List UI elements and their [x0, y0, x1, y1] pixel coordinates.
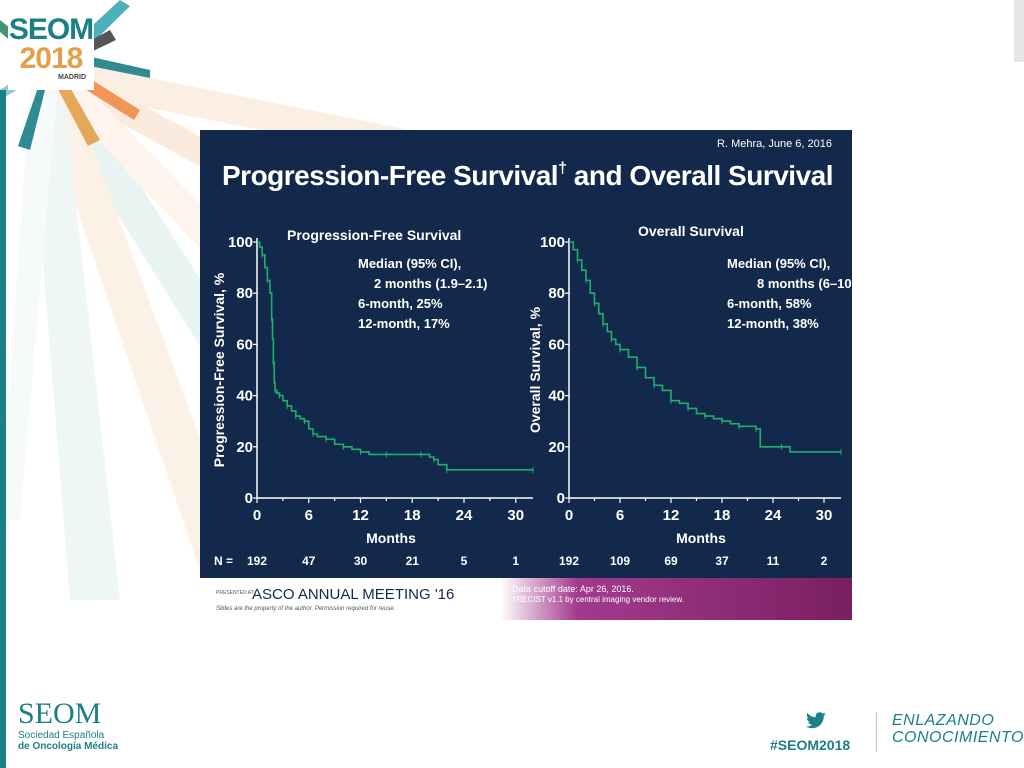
pfs-x-axis-label: Months: [366, 530, 416, 546]
pfs-x-tick-label: 18: [404, 507, 421, 524]
slogan: ENLAZANDO CONOCIMIENTO: [892, 712, 1024, 746]
pfs-annotation-line: 2 months (1.9–2.1): [374, 276, 487, 291]
right-corner-bar: [1014, 0, 1024, 62]
os-y-tick-label: 60: [548, 336, 565, 353]
os-x-tick-label: 30: [816, 507, 833, 524]
os-x-tick-label: 6: [616, 507, 624, 524]
pfs-y-tick-label: 0: [245, 490, 253, 507]
os-y-tick-label: 80: [548, 285, 565, 302]
os-n-at-risk-value: 192: [559, 554, 579, 568]
slide-author: R. Mehra, June 6, 2016: [717, 138, 832, 150]
pfs-n-at-risk-value: 1: [512, 554, 519, 568]
os-n-at-risk-value: 2: [821, 554, 828, 568]
slide-footer: PRESENTED AT: ASCO ANNUAL MEETING '16 Sl…: [200, 578, 852, 620]
slide-title-dagger: †: [558, 160, 567, 177]
os-annotation-line: 6-month, 58%: [727, 296, 812, 311]
logo-name: SEOM: [8, 13, 94, 46]
pfs-annotation-line: 12-month, 17%: [358, 316, 450, 331]
slide-title: Progression-Free Survival† and Overall S…: [222, 160, 834, 192]
os-y-tick-label: 40: [548, 388, 565, 405]
os-x-tick-label: 18: [714, 507, 731, 524]
slogan-line1: ENLAZANDO: [892, 712, 995, 729]
pfs-y-tick-label: 60: [236, 336, 253, 353]
pfs-survival-curve: [257, 241, 533, 471]
footer-cutoff-note: Data cutoff date: Apr 26, 2016.: [512, 584, 634, 594]
society-line2: de Oncología Médica: [18, 741, 119, 752]
footer-presented-at: PRESENTED AT:: [216, 590, 255, 596]
pfs-n-at-risk-value: 5: [461, 554, 468, 568]
os-x-tick-label: 0: [565, 507, 573, 524]
branding-divider: [876, 712, 877, 752]
os-n-at-risk-value: 37: [715, 554, 729, 568]
pfs-annotation-line: 6-month, 25%: [358, 296, 443, 311]
footer-recist-note: †RECIST v1.1 by central imaging vendor r…: [512, 595, 684, 604]
os-x-tick-label: 24: [765, 507, 782, 524]
os-annotation-line: 12-month, 38%: [727, 316, 819, 331]
slogan-line2: CONOCIMIENTO: [892, 729, 1024, 746]
os-annotation-line: Median (95% CI),: [727, 256, 830, 271]
pfs-annotation-line: Median (95% CI),: [358, 256, 461, 271]
society-logo: SEOM Sociedad Española de Oncología Médi…: [18, 697, 128, 753]
os-survival-curve: [569, 241, 841, 453]
os-x-tick-label: 12: [663, 507, 680, 524]
logo-city: MADRID: [58, 74, 86, 81]
pfs-x-tick-label: 12: [352, 507, 369, 524]
pfs-n-at-risk-value: 47: [302, 554, 316, 568]
pfs-y-tick-label: 100: [228, 234, 253, 251]
os-y-tick-label: 100: [540, 234, 565, 251]
pfs-n-at-risk-value: 30: [354, 554, 368, 568]
pfs-y-axis-label: Progression-Free Survival, %: [211, 272, 227, 467]
hashtag-text: #SEOM2018: [770, 737, 851, 753]
pfs-n-at-risk-label: N =: [214, 554, 233, 568]
pfs-y-tick-label: 80: [236, 285, 253, 302]
pfs-chart-title: Progression-Free Survival: [287, 227, 461, 243]
society-line1: Sociedad Española: [18, 730, 105, 741]
footer-rights-note: Slides are the property of the author. P…: [216, 606, 396, 612]
footer-meeting-name: ASCO ANNUAL MEETING '16: [252, 586, 455, 603]
os-annotation-line: 8 months (6–10): [757, 276, 852, 291]
pfs-x-tick-label: 24: [456, 507, 473, 524]
os-y-axis-label: Overall Survival, %: [527, 306, 543, 433]
os-y-tick-label: 20: [548, 439, 565, 456]
slide-title-rest: and Overall Survival: [566, 160, 834, 191]
pfs-x-tick-label: 0: [253, 507, 261, 524]
left-accent-bar: [0, 90, 6, 768]
presentation-slide: R. Mehra, June 6, 2016 Progression-Free …: [200, 130, 852, 620]
pfs-n-at-risk-value: 21: [406, 554, 420, 568]
os-x-axis-label: Months: [676, 530, 726, 546]
os-n-at-risk-value: 11: [767, 554, 780, 568]
pfs-x-tick-label: 30: [507, 507, 524, 524]
society-name: SEOM: [18, 697, 102, 730]
os-y-tick-label: 0: [557, 490, 565, 507]
pfs-y-tick-label: 40: [236, 388, 253, 405]
logo-year: 2018: [19, 42, 84, 75]
pfs-n-at-risk-value: 192: [247, 554, 267, 568]
twitter-bird-icon: [806, 712, 826, 729]
slide-title-main: Progression-Free Survival: [222, 160, 559, 191]
seom-2018-logo: SEOM 2018 MADRID: [8, 8, 94, 90]
os-n-at-risk-value: 109: [610, 554, 630, 568]
pfs-x-tick-label: 6: [305, 507, 313, 524]
footer-purple-band: [500, 578, 852, 620]
os-n-at-risk-value: 69: [664, 554, 678, 568]
pfs-y-tick-label: 20: [236, 439, 253, 456]
os-chart-title: Overall Survival: [638, 223, 744, 239]
